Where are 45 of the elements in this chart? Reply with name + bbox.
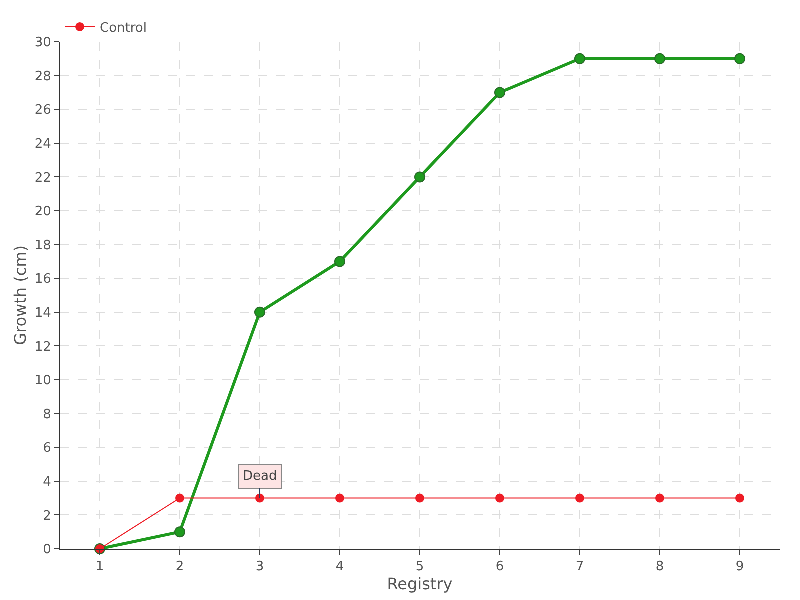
y-tick-label: 10 (34, 374, 52, 389)
point (574, 53, 586, 64)
x-axis-title: Registry (387, 574, 453, 594)
x-tick-label: 3 (256, 560, 264, 575)
x-tick-label: 5 (416, 560, 424, 575)
x-tick-label: 4 (336, 560, 344, 575)
point (416, 494, 424, 503)
point (254, 306, 266, 318)
point (576, 494, 584, 503)
y-tick-label: 0 (43, 542, 52, 558)
y-tick-label: 24 (34, 136, 52, 152)
y-tick-label: 12 (34, 340, 52, 355)
y-tick-label: 14 (34, 306, 52, 321)
y-tick-label: 28 (34, 69, 52, 84)
y-tick-label: 20 (34, 204, 52, 220)
point (334, 256, 346, 268)
x-tick-label: 7 (576, 560, 584, 575)
y-tick-label: 26 (34, 103, 52, 118)
y-tick-label: 6 (43, 441, 52, 456)
point (174, 526, 186, 538)
annotation: Dead (243, 469, 278, 484)
x-tick-label: 2 (176, 560, 184, 575)
point (256, 494, 264, 503)
legend-label: Control (100, 21, 147, 36)
x-tick-label: 6 (496, 560, 504, 575)
y-axis-title: Growth (cm) (10, 246, 30, 346)
x-tick-label: 9 (736, 560, 744, 575)
y-tick-label: 22 (34, 170, 52, 186)
point (656, 494, 664, 503)
x-tick-label: 1 (96, 560, 104, 575)
y-tick-label: 30 (34, 36, 52, 51)
y-tick-label: 4 (43, 474, 52, 490)
point (414, 172, 426, 183)
point (654, 53, 666, 64)
point (734, 53, 746, 64)
y-tick-label: 8 (43, 407, 52, 422)
point (494, 87, 506, 98)
x-tick-label: 8 (656, 560, 664, 575)
point (336, 494, 344, 503)
point (496, 494, 504, 503)
y-tick-label: 16 (34, 272, 52, 288)
point (736, 494, 744, 503)
y-tick-label: 18 (34, 238, 52, 254)
y-tick-label: 2 (43, 508, 52, 524)
point (176, 494, 184, 503)
